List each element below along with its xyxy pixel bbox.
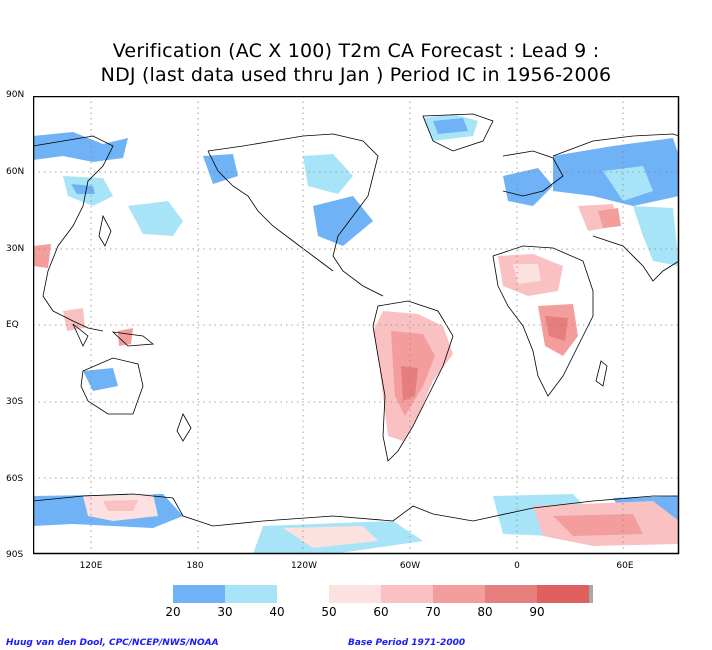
credit-text: Huug van den Dool, CPC/NCEP/NWS/NOAA (6, 638, 219, 648)
colorbar-swatch (173, 585, 225, 603)
lon-label-180: 180 (186, 561, 204, 571)
lon-label-120e: 120E (79, 561, 103, 571)
colorbar-label: 40 (269, 605, 285, 619)
colorbar-label: 90 (529, 605, 545, 619)
colorbar-label: 50 (321, 605, 337, 619)
map-title-line-1: Verification (AC X 100) T2m CA Forecast … (112, 40, 600, 62)
lat-label-90s: 90S (6, 550, 24, 560)
lon-label-0: 0 (514, 561, 520, 571)
lat-label-30n: 30N (6, 244, 25, 254)
lat-label-30s: 30S (6, 397, 24, 407)
colorbar-label: 20 (165, 605, 181, 619)
lat-label-60n: 60N (6, 167, 25, 177)
colorbar-label: 30 (217, 605, 233, 619)
colorbar-swatch (381, 585, 433, 603)
colorbar-swatch (485, 585, 537, 603)
colorbar-swatch (589, 585, 593, 603)
high-correlation-shading (33, 204, 679, 548)
lat-label-eq: EQ (6, 320, 19, 330)
colorbar-swatch (433, 585, 485, 603)
lon-label-60e: 60E (616, 561, 634, 571)
base-period-text: Base Period 1971-2000 (348, 638, 466, 648)
coastlines (33, 113, 679, 527)
lat-label-60s: 60S (6, 474, 24, 484)
colorbar-label: 80 (477, 605, 493, 619)
lon-label-60w: 60W (399, 561, 421, 571)
map-frame (33, 96, 680, 555)
lat-label-90n: 90N (6, 90, 25, 100)
map-title-line-2: NDJ (last data used thru Jan ) Period IC… (100, 64, 612, 86)
colorbar (173, 585, 593, 603)
colorbar-swatch (329, 585, 381, 603)
colorbar-label: 70 (425, 605, 441, 619)
colorbar-swatch (225, 585, 277, 603)
colorbar-swatch (537, 585, 589, 603)
lon-label-120w: 120W (290, 561, 318, 571)
colorbar-label: 60 (373, 605, 389, 619)
colorbar-swatch (277, 585, 329, 603)
world-map (33, 96, 680, 555)
